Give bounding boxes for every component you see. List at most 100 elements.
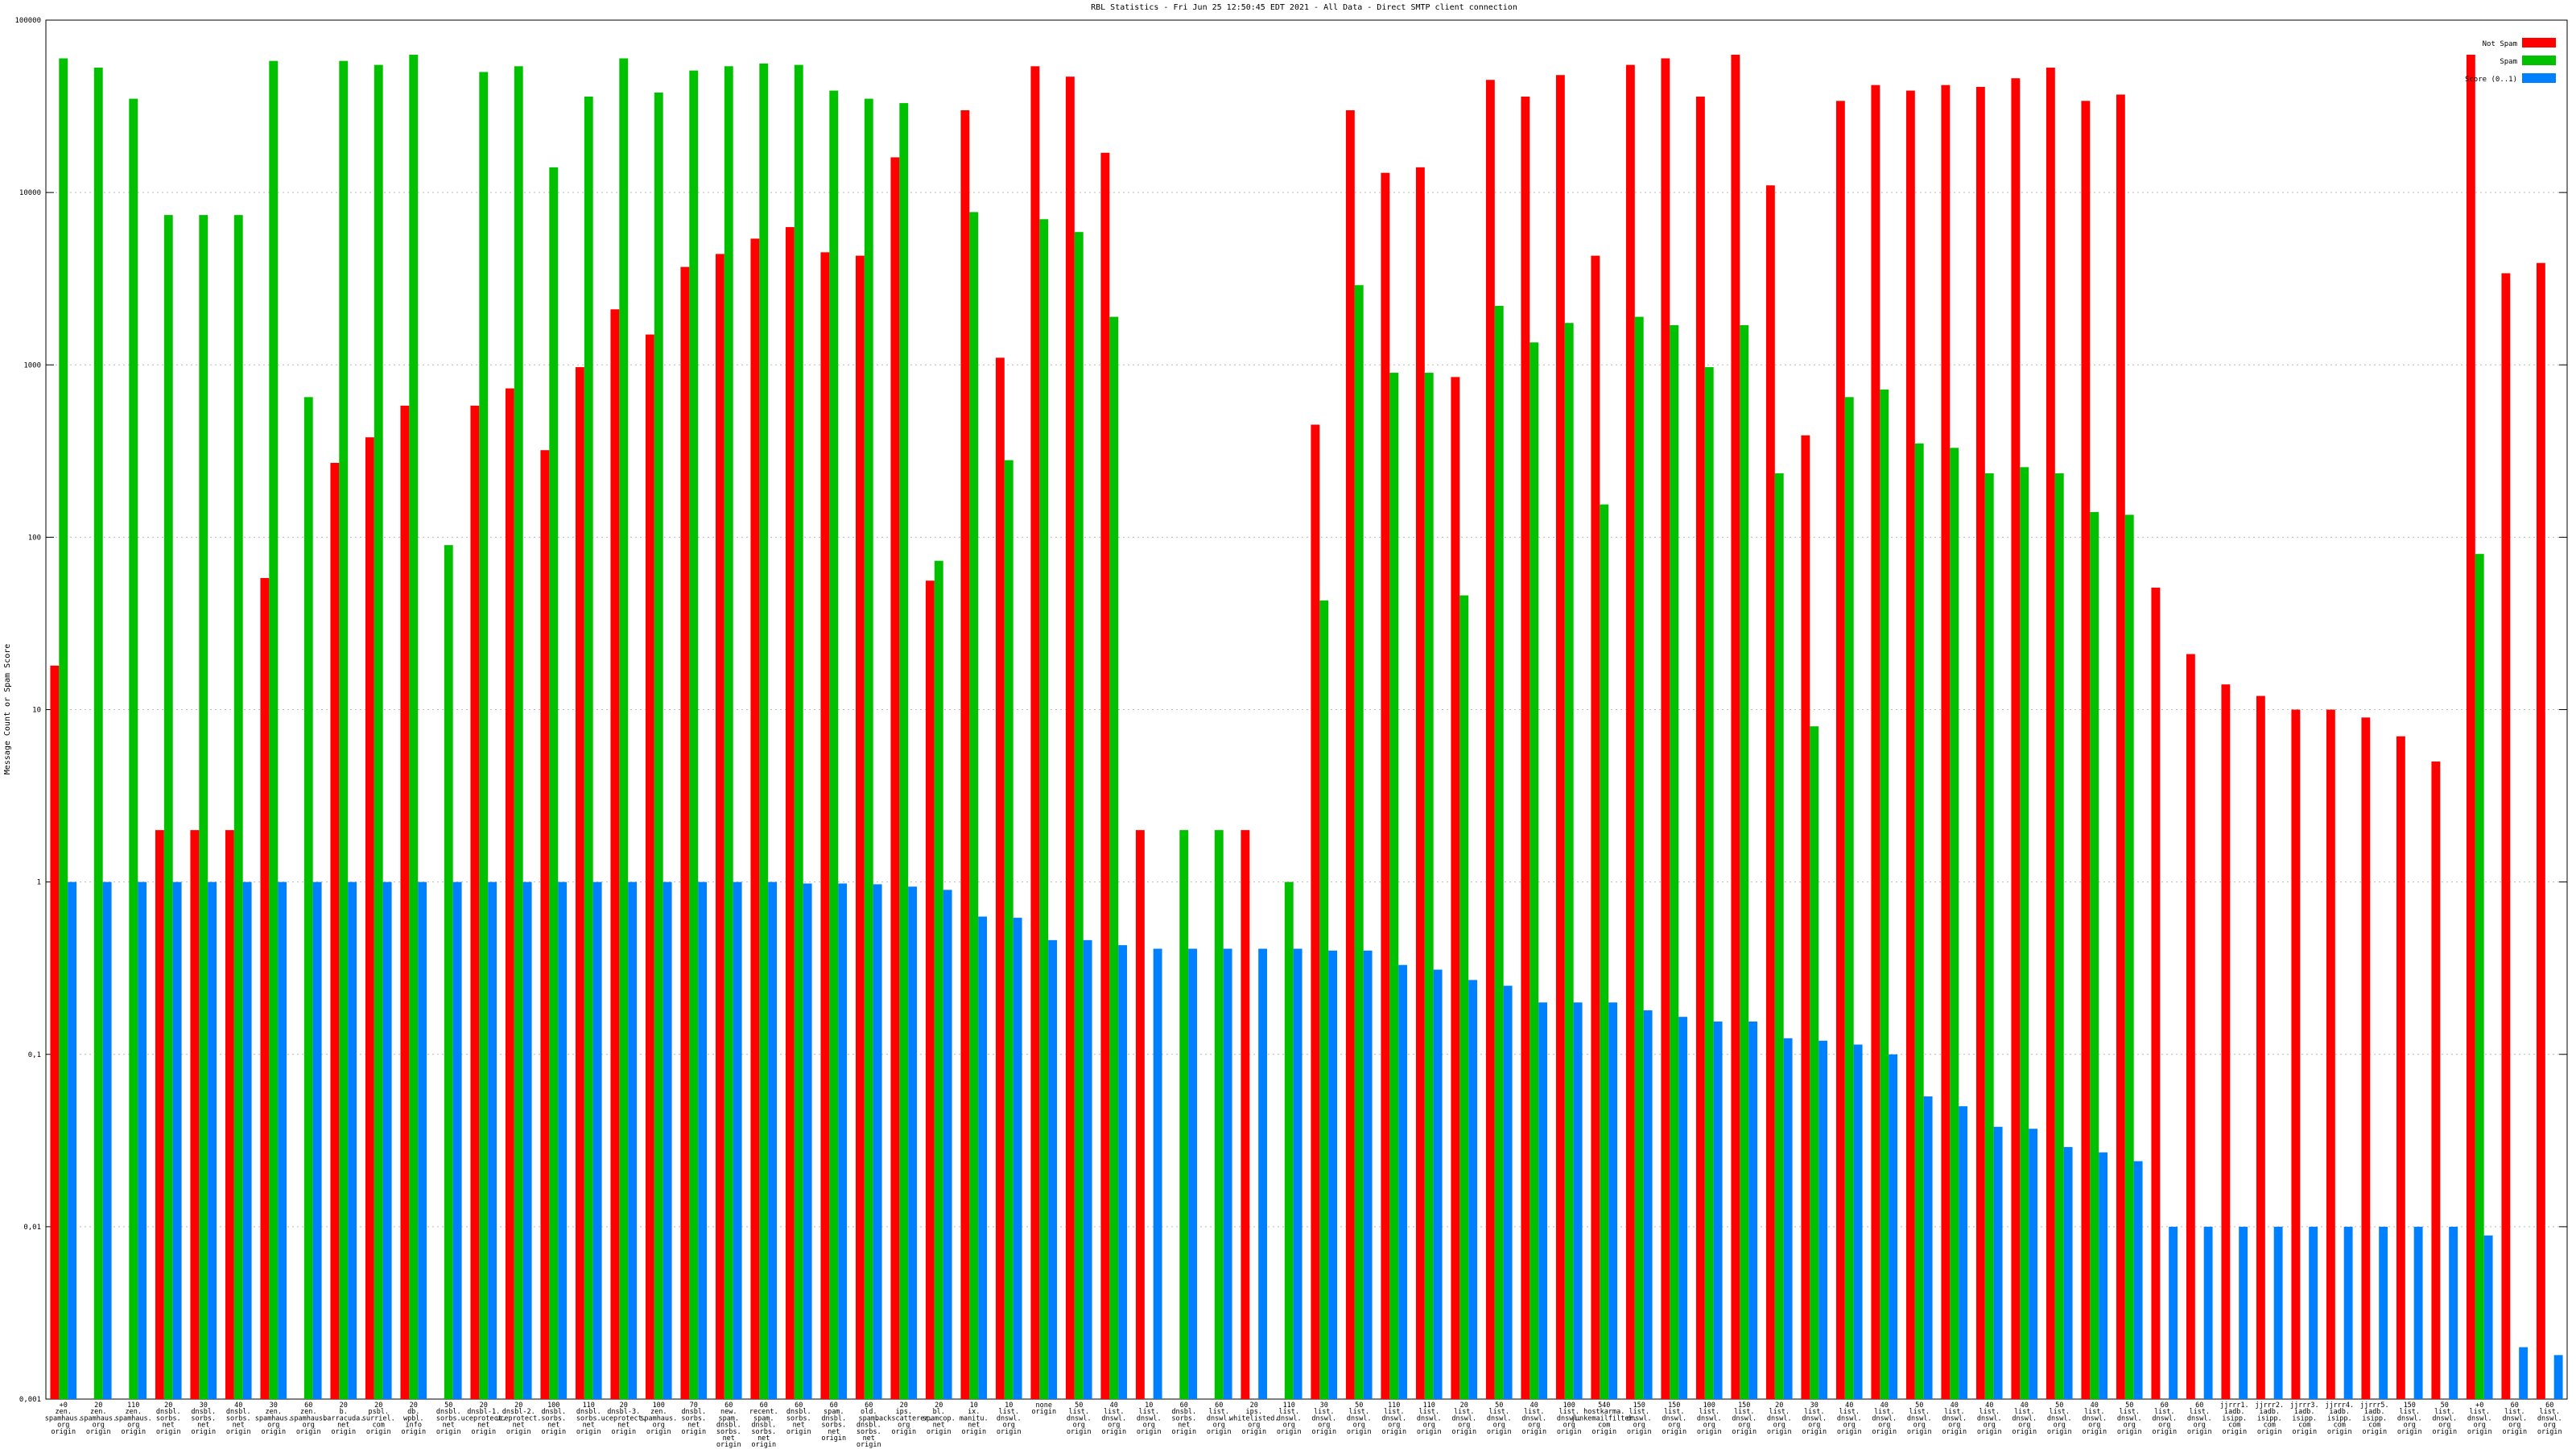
x-tick-label: origin [2187, 1428, 2212, 1436]
x-tick-label: dnswl. [1837, 1414, 1862, 1422]
x-tick-label: info [406, 1422, 422, 1430]
x-tick-label: 10 [1005, 1402, 1013, 1410]
bar [2466, 54, 2475, 1400]
bar [1109, 316, 1119, 1399]
bar [260, 578, 270, 1399]
x-tick-label: org [2054, 1422, 2066, 1430]
legend-swatch [2522, 73, 2556, 83]
x-tick-label: isipp. [2292, 1414, 2317, 1422]
bar [1801, 435, 1810, 1400]
x-tick-label: spamhaus. [115, 1414, 152, 1422]
x-tick-label: org [1668, 1422, 1680, 1430]
x-tick-label: whitelisted. [1229, 1414, 1278, 1422]
bar [960, 109, 970, 1399]
bar [2449, 1226, 2458, 1399]
bar [689, 70, 699, 1399]
bar [1889, 1054, 1898, 1399]
bar [558, 881, 568, 1399]
x-tick-label: 150 [1668, 1402, 1680, 1410]
x-tick-label: 60 [724, 1402, 733, 1410]
x-tick-label: org [1458, 1422, 1470, 1430]
x-tick-label: org [1108, 1422, 1120, 1430]
bar [1765, 185, 1775, 1399]
x-tick-label: 20 [514, 1402, 522, 1410]
x-tick-label: isipp. [2222, 1414, 2247, 1422]
bar [855, 255, 865, 1399]
x-tick-label: origin [1942, 1428, 1967, 1436]
x-tick-label: net [443, 1422, 455, 1430]
x-tick-label: 60 [2161, 1402, 2169, 1410]
x-tick-label: org [1003, 1422, 1015, 1430]
bar [444, 545, 453, 1399]
x-tick-label: com [2298, 1422, 2310, 1430]
x-tick-label: dnswl. [1101, 1414, 1126, 1422]
x-tick-label: jjrrr2. [2255, 1402, 2284, 1410]
x-tick-label: spam. [824, 1408, 844, 1416]
x-tick-label: origin [821, 1435, 846, 1443]
bar [2343, 1226, 2353, 1399]
x-tick-label: 60 [2195, 1402, 2203, 1410]
x-tick-label: origin [1381, 1428, 1406, 1436]
bar [1065, 76, 1075, 1400]
bar [1993, 1126, 2003, 1399]
x-tick-label: origin [86, 1428, 111, 1436]
bar [374, 64, 383, 1399]
x-tick-label: dnswl. [1697, 1414, 1722, 1422]
bar [610, 309, 620, 1400]
legend-label: Not Spam [2483, 40, 2517, 48]
x-tick-label: origin [1171, 1428, 1196, 1436]
x-tick-label: com [2264, 1422, 2276, 1430]
bar [418, 881, 427, 1399]
x-tick-label: dnswl. [1207, 1414, 1232, 1422]
x-tick-label: sorbs. [786, 1414, 811, 1422]
bar [233, 215, 243, 1400]
x-tick-label: list. [2399, 1408, 2420, 1416]
x-tick-label: 40 [234, 1402, 242, 1410]
x-tick-label: net [233, 1422, 245, 1430]
x-tick-label: sorbs. [1171, 1414, 1196, 1422]
bar [1293, 948, 1302, 1399]
plot-frame [45, 19, 2568, 1400]
bar [1013, 918, 1022, 1399]
x-tick-label: com [1598, 1422, 1610, 1430]
x-tick-label: org [1878, 1422, 1890, 1430]
bar [1459, 595, 1469, 1399]
x-tick-label: 30 [1810, 1402, 1818, 1410]
x-tick-label: list. [1944, 1408, 1965, 1416]
bar [68, 881, 77, 1399]
x-tick-label: origin [1697, 1428, 1722, 1436]
x-tick-label: origin [1207, 1428, 1232, 1436]
x-tick-label: org [1423, 1422, 1435, 1430]
bar [2239, 1226, 2248, 1399]
x-tick-label: dnswl. [1767, 1414, 1792, 1422]
x-tick-label: net [863, 1435, 875, 1443]
x-tick-label: none [1036, 1402, 1052, 1410]
bar [1241, 830, 1250, 1399]
x-tick-label: list. [2084, 1408, 2105, 1416]
x-tick-label: origin [1347, 1428, 1372, 1436]
bar [163, 215, 173, 1400]
bar [1424, 373, 1434, 1399]
x-tick-label: 20 [374, 1402, 382, 1410]
x-tick-label: org [1808, 1422, 1820, 1430]
x-tick-label: 10 [970, 1402, 978, 1410]
x-tick-label: origin [1662, 1428, 1686, 1436]
x-tick-label: 110 [1423, 1402, 1435, 1410]
x-tick-label: 60 [1215, 1402, 1223, 1410]
x-tick-label: origin [1732, 1428, 1757, 1436]
bar [225, 830, 234, 1399]
x-tick-label: list. [1524, 1408, 1545, 1416]
x-tick-label: list. [1104, 1408, 1125, 1416]
x-tick-label: uceprotect. [461, 1414, 506, 1422]
x-tick-label: barracuda. [323, 1414, 364, 1422]
bar [1678, 1017, 1688, 1399]
x-tick-label: origin [2117, 1428, 2142, 1436]
bar [1415, 167, 1425, 1399]
x-tick-label: origin [1802, 1428, 1827, 1436]
x-tick-label: zen. [650, 1408, 667, 1416]
x-tick-label: origin [576, 1428, 601, 1436]
bar [2046, 68, 2055, 1399]
x-tick-label: 60 [304, 1402, 312, 1410]
bar [2475, 554, 2484, 1399]
x-tick-label: net [758, 1435, 770, 1443]
